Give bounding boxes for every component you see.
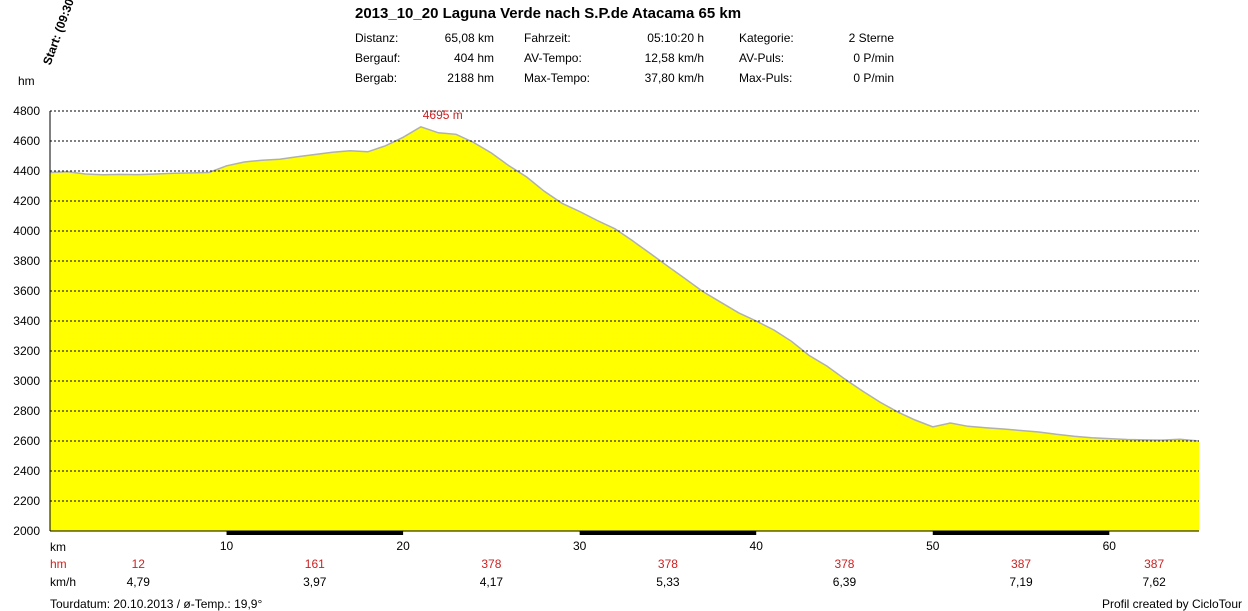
stat-label-category: Kategorie:	[739, 31, 794, 45]
x-tick-20: 20	[396, 539, 410, 553]
y-tick-3400: 3400	[13, 314, 40, 328]
y-tick-2400: 2400	[13, 464, 40, 478]
elevation-line	[49, 125, 1200, 442]
stat-label-descent: Bergab:	[355, 71, 398, 85]
x-axis-segment-10	[226, 531, 404, 535]
y-tick-4200: 4200	[13, 194, 40, 208]
stat-value-descent: 2188 hm	[447, 71, 494, 85]
x-tick-10: 10	[220, 539, 234, 553]
y-tick-3200: 3200	[13, 344, 40, 358]
stat-label-max-pulse: Max-Puls:	[739, 71, 793, 85]
kmh-row-label: km/h	[50, 575, 77, 589]
peak-label: 4695 m	[423, 108, 463, 122]
segment-hm-value: 387	[1144, 557, 1165, 571]
stat-label-ascent: Bergauf:	[355, 51, 401, 65]
stat-value-distance: 65,08 km	[444, 31, 494, 45]
segment-hm-value: 161	[304, 557, 325, 571]
segment-speed-value: 4,79	[126, 575, 150, 589]
y-tick-4400: 4400	[13, 164, 40, 178]
stat-value-avg-pulse: 0 P/min	[853, 51, 894, 65]
stat-label-avg-speed: AV-Tempo:	[524, 51, 582, 65]
stat-value-ride-time: 05:10:20 h	[647, 31, 704, 45]
segment-speed-value: 6,39	[832, 575, 857, 589]
stat-label-max-speed: Max-Tempo:	[524, 71, 591, 85]
footer-tour-info: Tourdatum: 20.10.2013 / ø-Temp.: 19,9°	[50, 597, 263, 611]
y-axis-unit: hm	[18, 74, 35, 88]
segment-hm-value: 378	[481, 557, 502, 571]
stat-value-ascent: 404 hm	[453, 51, 494, 65]
segment-hm-value: 378	[657, 557, 678, 571]
segment-hm-value: 387	[1011, 557, 1032, 571]
footer-credit: Profil created by CicloTour	[1101, 597, 1242, 611]
x-axis-unit: km	[50, 540, 66, 554]
stat-value-max-pulse: 0 P/min	[853, 71, 894, 85]
y-tick-3000: 3000	[13, 374, 40, 388]
x-tick-40: 40	[750, 539, 764, 553]
y-tick-2200: 2200	[13, 494, 40, 508]
segment-speed-value: 7,19	[1009, 575, 1033, 589]
segment-speed-value: 3,97	[303, 575, 327, 589]
segment-hm-value: 12	[131, 557, 145, 571]
y-tick-2000: 2000	[13, 524, 40, 538]
x-axis-segment-30	[579, 531, 757, 535]
segment-hm-value: 378	[834, 557, 855, 571]
y-tick-4000: 4000	[13, 224, 40, 238]
x-axis-segment-50	[932, 531, 1110, 535]
y-tick-3600: 3600	[13, 284, 40, 298]
stat-label-ride-time: Fahrzeit:	[524, 31, 571, 45]
y-tick-4800: 4800	[13, 104, 40, 118]
segment-speed-value: 7,62	[1142, 575, 1166, 589]
x-tick-60: 60	[1103, 539, 1117, 553]
y-tick-2800: 2800	[13, 404, 40, 418]
x-tick-50: 50	[926, 539, 940, 553]
stat-label-avg-pulse: AV-Puls:	[739, 51, 785, 65]
stat-value-max-speed: 37,80 km/h	[644, 71, 704, 85]
segment-speed-value: 5,33	[656, 575, 680, 589]
hm-row-label: hm	[50, 557, 67, 571]
x-tick-30: 30	[573, 539, 587, 553]
stat-value-avg-speed: 12,58 km/h	[644, 51, 704, 65]
y-tick-2600: 2600	[13, 434, 40, 448]
chart-title: 2013_10_20 Laguna Verde nach S.P.de Atac…	[355, 5, 742, 22]
segment-speed-value: 4,17	[479, 575, 504, 589]
stat-label-distance: Distanz:	[355, 31, 399, 45]
y-tick-3800: 3800	[13, 254, 40, 268]
stat-value-category: 2 Sterne	[848, 31, 894, 45]
elevation-area	[50, 126, 1199, 532]
y-tick-4600: 4600	[13, 134, 40, 148]
